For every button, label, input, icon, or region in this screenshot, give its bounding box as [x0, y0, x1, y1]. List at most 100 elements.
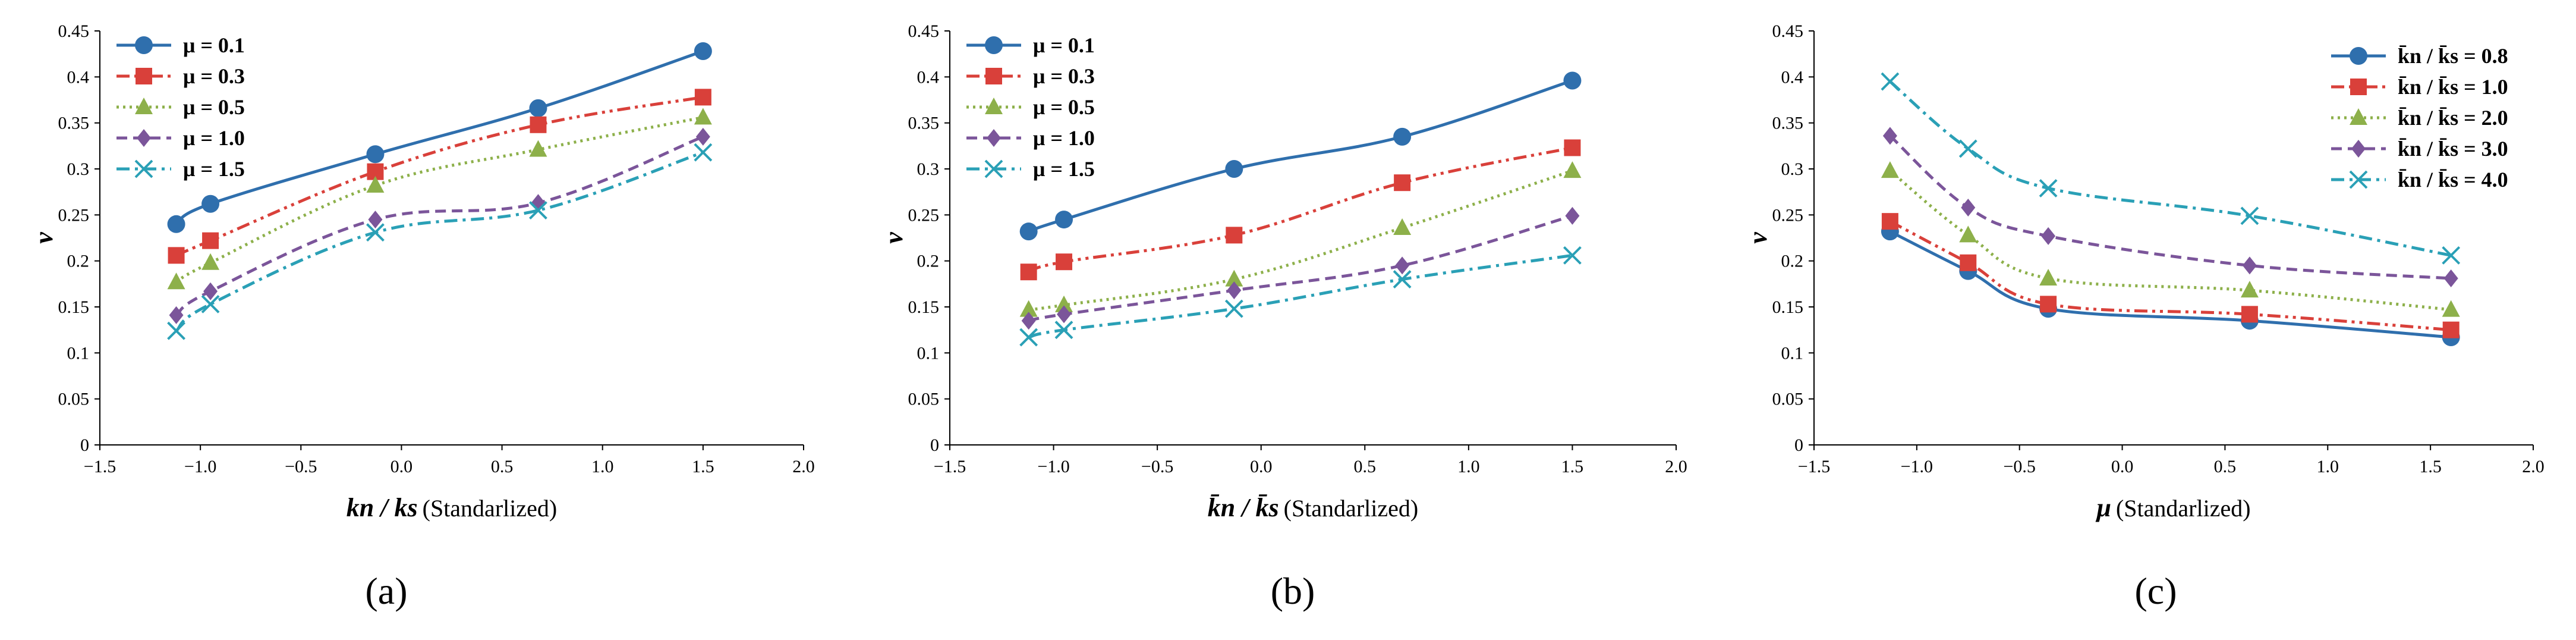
y-tick-label: 0.4: [67, 67, 90, 87]
legend-label: μ = 0.5: [1033, 95, 1095, 119]
x-tick-label: 1.5: [2419, 457, 2442, 476]
series-3: [1019, 161, 1582, 317]
series-line: [1889, 170, 2451, 312]
data-point: [530, 116, 547, 133]
x-tick-label: 1.0: [1457, 457, 1480, 476]
data-point: [1019, 222, 1038, 241]
series-line: [1889, 134, 2451, 280]
series-line: [175, 150, 704, 332]
y-tick-label: 0.35: [908, 114, 940, 133]
x-axis-label-note: (Standarlized): [423, 495, 558, 522]
x-tick-label: −1.5: [934, 457, 966, 476]
legend-marker: [2349, 170, 2368, 189]
legend-marker: [136, 68, 152, 84]
y-tick-label: 0.25: [1772, 205, 1804, 225]
y-tick-label: 0.05: [58, 390, 90, 409]
series-line: [1028, 79, 1573, 233]
x-axis-label: μ (Standarlized): [2095, 493, 2250, 522]
legend-label: μ = 0.1: [183, 33, 245, 57]
legend-label: k̄n / k̄s = 4.0: [2398, 168, 2508, 192]
legend-marker: [137, 129, 151, 147]
legend-label: μ = 0.3: [183, 64, 245, 88]
data-point: [168, 247, 185, 264]
x-tick-label: −0.5: [1141, 457, 1173, 476]
y-tick-label: 0.35: [1772, 114, 1804, 133]
data-point: [1019, 300, 1038, 317]
data-point: [1394, 174, 1411, 192]
y-tick-label: 0.25: [58, 205, 90, 225]
x-tick-label: 0.5: [491, 457, 514, 476]
series-line: [175, 95, 704, 257]
y-tick-label: 0.2: [917, 252, 940, 271]
chart-panel-c: 0 0.05 0.1 0.15 0.2 0.25 0.3 0.35 0.4 0.45 −1.5 −1.…: [1743, 21, 2544, 612]
data-point: [169, 306, 184, 324]
series-line: [1889, 80, 2452, 257]
data-point: [366, 175, 385, 193]
data-point: [695, 127, 710, 146]
data-point: [1881, 72, 1900, 91]
y-tick-label: 0.3: [917, 159, 940, 179]
series-4: [169, 127, 710, 324]
data-point: [1881, 213, 1898, 230]
data-point: [1882, 127, 1897, 145]
legend-marker: [987, 129, 1001, 147]
x-tick-label: 0.0: [391, 457, 413, 476]
legend-marker: [985, 36, 1003, 54]
y-axis-label: ν: [29, 232, 58, 244]
legend-marker: [2351, 140, 2366, 158]
data-point: [2442, 246, 2461, 265]
series-3: [167, 108, 712, 290]
panel-label: (c): [2134, 570, 2177, 612]
data-point: [1393, 218, 1412, 235]
series-4: [1021, 206, 1580, 330]
y-tick-label: 0.4: [917, 67, 940, 87]
data-point: [167, 272, 185, 290]
x-tick-label: 1.0: [591, 457, 614, 476]
x-tick-label: 1.5: [1561, 457, 1584, 476]
data-point: [529, 201, 547, 220]
panel-label: (a): [365, 570, 407, 612]
data-point: [202, 232, 219, 249]
data-point: [203, 282, 218, 300]
legend-label: μ = 0.3: [1033, 64, 1095, 88]
data-point: [694, 108, 712, 125]
x-tick-label: 0.0: [1250, 457, 1273, 476]
series-1: [1019, 71, 1582, 241]
x-tick-label: −1.5: [1798, 457, 1830, 476]
y-tick-label: 0: [930, 435, 939, 455]
legend-marker: [985, 98, 1003, 114]
data-point: [2442, 300, 2460, 317]
x-tick-label: 2.0: [2522, 457, 2544, 476]
x-tick-label: 1.0: [2317, 457, 2339, 476]
y-tick-label: 0.1: [67, 343, 90, 363]
data-point: [2041, 227, 2056, 245]
x-axis-label: kn / ks (Standarlized): [347, 493, 557, 522]
data-point: [1055, 211, 1073, 229]
data-point: [167, 321, 185, 340]
series-line: [175, 135, 704, 316]
series-2: [168, 89, 711, 264]
data-point: [1056, 253, 1073, 271]
x-tick-label: 2.0: [1665, 457, 1687, 476]
y-tick-label: 0.45: [1772, 21, 1804, 41]
data-point: [694, 89, 711, 106]
data-point: [368, 211, 383, 229]
series-line: [1889, 230, 2451, 339]
legend-label: k̄n / k̄s = 1.0: [2398, 75, 2508, 99]
y-tick-label: 0.1: [917, 343, 940, 363]
x-tick-label: −1.5: [84, 457, 116, 476]
data-point: [694, 42, 712, 61]
series-line: [1028, 146, 1573, 274]
data-point: [2040, 296, 2057, 313]
data-point: [1564, 139, 1581, 156]
y-tick-label: 0.4: [1781, 67, 1804, 87]
data-point: [2240, 281, 2259, 298]
data-point: [1019, 328, 1038, 347]
series-1: [167, 42, 712, 233]
series-line: [175, 49, 704, 225]
legend-marker: [2350, 108, 2367, 125]
x-tick-label: −0.5: [2004, 457, 2036, 476]
data-point: [1224, 299, 1243, 318]
legend-marker: [134, 159, 153, 178]
series-2: [1020, 139, 1581, 281]
